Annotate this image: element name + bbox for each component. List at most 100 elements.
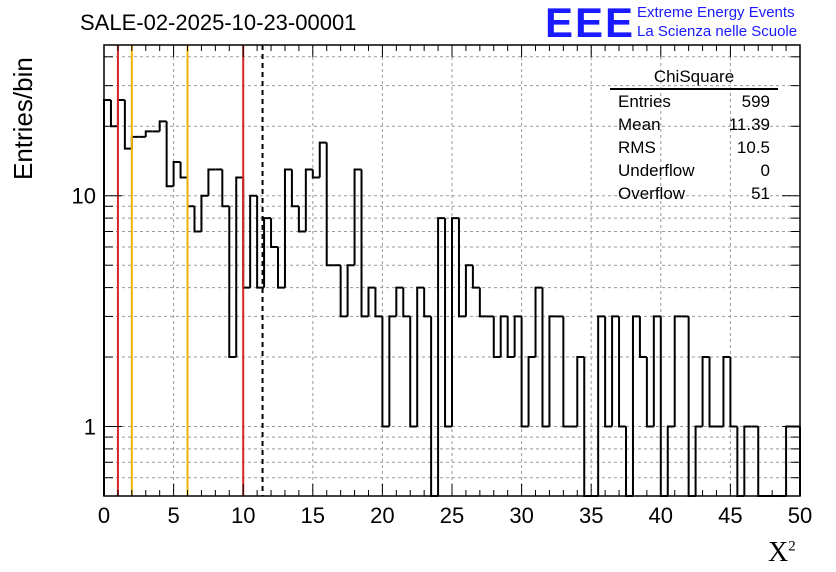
histogram-bin: [666, 425, 675, 496]
stats-label: Mean: [618, 115, 661, 134]
histogram-bin: [645, 357, 654, 428]
histogram-bin: [437, 217, 446, 496]
histogram-bin: [297, 206, 306, 233]
x-tick-label: 30: [509, 503, 533, 528]
histogram-bin: [631, 315, 640, 496]
x-tick-label: 40: [649, 503, 673, 528]
stats-value: 599: [741, 92, 770, 111]
y-tick-label: 1: [84, 415, 96, 440]
histogram-bin: [743, 425, 752, 496]
histogram-bin: [513, 315, 522, 358]
histogram-bin: [277, 246, 285, 289]
histogram-bin: [722, 356, 731, 427]
histogram-bin: [144, 130, 153, 137]
stats-row: Overflow 51: [610, 184, 778, 207]
x-tick-label: 0: [98, 503, 110, 528]
y-axis-label: Entries/bin: [8, 57, 38, 180]
x-tick-label: 20: [370, 503, 394, 528]
histogram-bin: [652, 315, 661, 427]
chart-title: SALE-02-2025-10-23-00001: [80, 10, 357, 35]
histogram-bin: [430, 316, 439, 497]
histogram-bin: [673, 315, 682, 427]
y-tick-label: 10: [72, 184, 96, 209]
org-name: Extreme Energy Events: [637, 4, 795, 21]
histogram-bin: [423, 287, 432, 318]
x-axis-label-text: X: [768, 537, 789, 568]
histogram-bin: [109, 99, 118, 128]
histogram-bin: [409, 316, 418, 428]
stats-label: Underflow: [618, 161, 695, 180]
x-tick-label: 45: [718, 503, 742, 528]
histogram-bin: [659, 316, 668, 497]
histogram-bin: [687, 316, 696, 497]
histogram-bin: [451, 217, 459, 427]
histogram-bin: [638, 316, 647, 359]
histogram-bin: [597, 315, 606, 496]
histogram-bin: [611, 315, 620, 427]
stats-value: 11.39: [728, 115, 770, 134]
x-tick-label: 25: [440, 503, 464, 528]
x-axis-label: X2: [768, 537, 796, 569]
histogram-bin: [729, 357, 738, 428]
x-tick-label: 35: [579, 503, 603, 528]
histogram-bin: [318, 141, 327, 178]
histogram-bin: [701, 356, 710, 427]
histogram-bin: [256, 195, 265, 289]
histogram-bin: [464, 264, 473, 317]
histogram-bin: [165, 121, 174, 188]
histogram-bin: [200, 194, 209, 232]
histogram-bin: [221, 169, 230, 208]
stats-row: Entries 599: [610, 92, 778, 115]
histogram-bin: [416, 286, 425, 427]
histogram-bin: [290, 169, 299, 208]
histogram-bin: [130, 135, 139, 149]
x-tick-label: 15: [301, 503, 325, 528]
histogram-bin: [506, 316, 515, 359]
histogram-bin: [444, 218, 452, 428]
histogram-bin: [325, 142, 334, 267]
histogram-bin: [402, 287, 411, 318]
histogram-bin: [172, 161, 181, 187]
histogram-bin: [339, 265, 348, 318]
histogram-bin: [541, 287, 550, 428]
stats-value: 0: [760, 161, 770, 180]
stats-row: RMS 10.5: [610, 138, 778, 161]
x-tick-label: 5: [167, 503, 179, 528]
histogram-bin: [499, 315, 508, 358]
histogram-bin: [534, 286, 543, 358]
stats-row: Mean 11.39: [610, 115, 778, 138]
threshold-lines: [116, 45, 264, 496]
histogram-bin: [527, 356, 536, 427]
histogram-bin: [158, 120, 167, 132]
axes: [103, 44, 801, 497]
stats-title: ChiSquare: [610, 67, 778, 90]
histogram-bin: [694, 425, 703, 496]
histogram-bin: [576, 356, 585, 427]
histogram-bin: [242, 177, 251, 289]
histogram-bin: [263, 217, 272, 288]
stats-label: Entries: [618, 92, 671, 111]
stats-row: Underflow 0: [610, 161, 778, 184]
histogram-bin: [395, 286, 404, 317]
histogram-bin: [374, 287, 383, 318]
x-axis-label-sup: 2: [788, 538, 796, 555]
histogram-bin: [457, 218, 466, 318]
histogram-bin: [478, 287, 487, 318]
histogram-bin: [235, 176, 244, 358]
histogram-bin: [604, 316, 613, 428]
histogram-bin: [618, 316, 626, 428]
histogram-bin: [304, 168, 313, 232]
histogram-bin: [193, 206, 202, 233]
histogram-bin: [283, 168, 292, 288]
stats-value: 10.5: [736, 138, 770, 157]
histogram-bin: [346, 264, 355, 317]
eee-logo: EEE: [545, 0, 636, 46]
histogram-bin: [471, 265, 480, 289]
x-tick-label: 50: [788, 503, 812, 528]
histogram-bin: [353, 168, 362, 266]
histogram-bin: [207, 168, 216, 196]
histogram-bin: [270, 218, 278, 248]
stats-label: Overflow: [618, 184, 686, 203]
histogram-bin: [562, 316, 571, 428]
